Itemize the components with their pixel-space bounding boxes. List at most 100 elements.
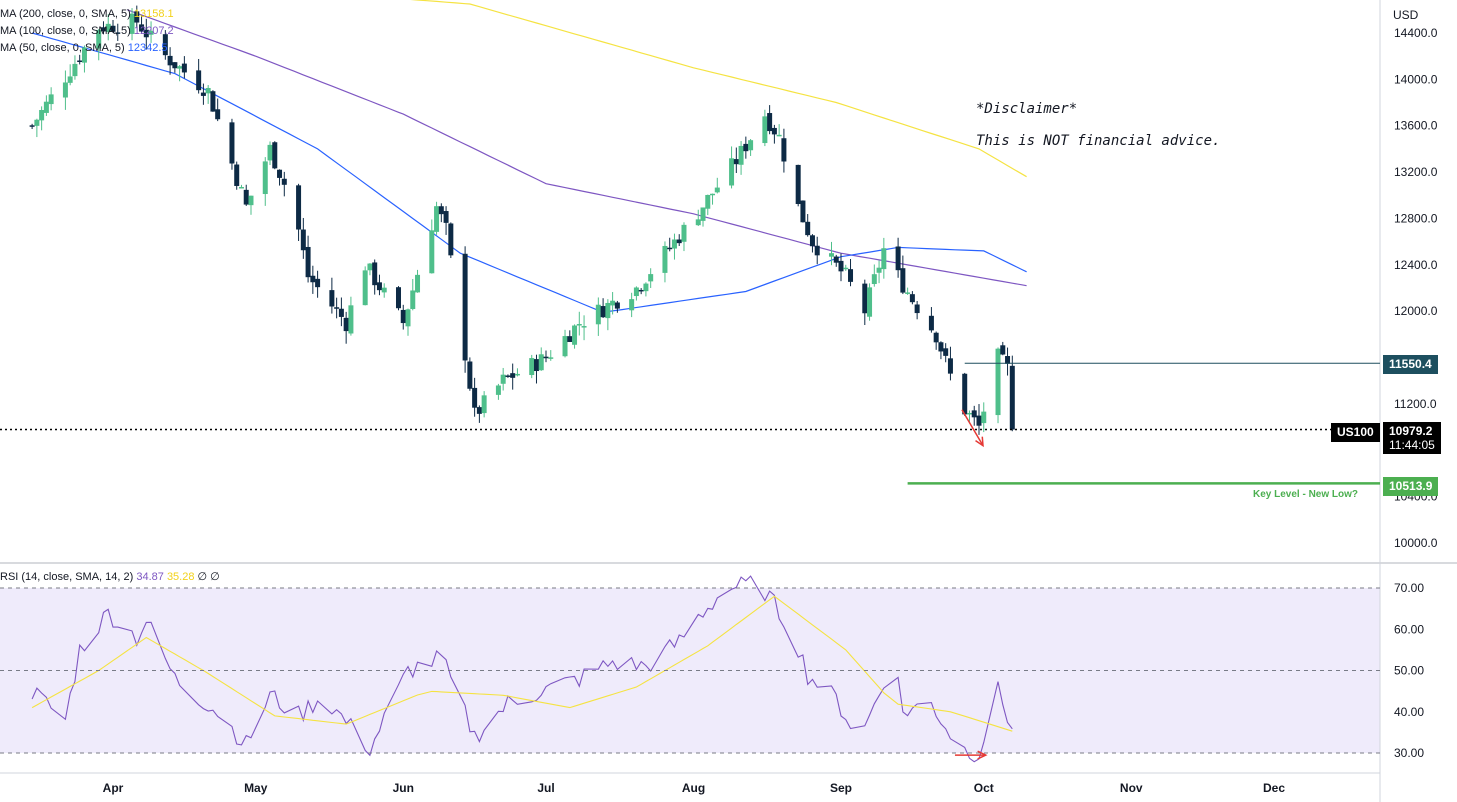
candle-body[interactable] [738, 145, 744, 165]
candle-body[interactable] [62, 82, 68, 98]
candle-body[interactable] [96, 29, 102, 49]
candle-body[interactable] [833, 256, 839, 263]
candle-body[interactable] [548, 357, 554, 359]
candle-body[interactable] [81, 47, 87, 63]
candle-body[interactable] [828, 253, 834, 257]
candle-body[interactable] [296, 185, 302, 230]
candle-body[interactable] [781, 138, 787, 162]
legend-ma100[interactable]: MA (100, close, 0, SMA, 5) 12207.2 [0, 25, 174, 38]
candle-body[interactable] [181, 63, 187, 73]
candle-body[interactable] [943, 348, 949, 356]
candle-body[interactable] [876, 267, 882, 273]
candle-body[interactable] [205, 87, 211, 94]
candle-body[interactable] [272, 142, 278, 169]
candle-body[interactable] [610, 300, 616, 306]
candle-body[interactable] [576, 324, 582, 326]
candle-body[interactable] [362, 270, 368, 306]
candle-body[interactable] [638, 289, 644, 292]
candle-body[interactable] [234, 164, 240, 186]
candle-body[interactable] [538, 354, 544, 371]
candle-body[interactable] [462, 253, 468, 361]
candle-body[interactable] [933, 332, 939, 343]
candle-body[interactable] [43, 101, 49, 113]
candle-body[interactable] [914, 304, 920, 314]
candle-body[interactable] [472, 387, 478, 408]
candle-body[interactable] [700, 207, 706, 221]
candle-body[interactable] [139, 24, 145, 32]
candle-body[interactable] [976, 415, 982, 426]
candle-body[interactable] [495, 385, 501, 395]
candle-body[interactable] [110, 25, 116, 32]
candle-body[interactable] [962, 373, 968, 415]
candle-body[interactable] [676, 239, 682, 244]
candle-body[interactable] [938, 342, 944, 352]
candle-body[interactable] [543, 356, 549, 359]
candle-body[interactable] [966, 412, 972, 415]
candle-body[interactable] [572, 325, 578, 345]
candle-body[interactable] [947, 358, 953, 374]
candle-body[interactable] [805, 221, 811, 236]
candle-body[interactable] [905, 292, 911, 294]
candle-body[interactable] [748, 140, 754, 151]
candle-body[interactable] [714, 187, 720, 193]
candle-body[interactable] [338, 308, 344, 317]
candle-body[interactable] [415, 274, 421, 293]
candle-body[interactable] [429, 230, 435, 274]
candle-body[interactable] [510, 373, 516, 378]
candle-body[interactable] [733, 159, 739, 165]
candle-body[interactable] [862, 283, 868, 314]
candle-body[interactable] [695, 219, 701, 226]
candle-body[interactable] [177, 66, 183, 69]
candle-body[interactable] [881, 248, 887, 270]
candle-body[interactable] [633, 287, 639, 297]
candle-body[interactable] [909, 294, 915, 303]
candle-body[interactable] [843, 267, 849, 270]
legend-rsi[interactable]: RSI (14, close, SMA, 14, 2) 34.87 35.28 … [0, 571, 220, 584]
candle-body[interactable] [172, 62, 178, 69]
candle-body[interactable] [196, 70, 202, 91]
candle-body[interactable] [215, 109, 221, 120]
candle-body[interactable] [376, 282, 382, 291]
candle-body[interactable] [562, 336, 568, 357]
candle-body[interactable] [167, 55, 173, 66]
candle-body[interactable] [48, 94, 54, 105]
legend-ma200[interactable]: MA (200, close, 0, SMA, 5) 13158.1 [0, 8, 174, 21]
candle-body[interactable] [671, 239, 677, 249]
candle-body[interactable] [667, 247, 673, 250]
candle-body[interactable] [281, 178, 287, 185]
candle-body[interactable] [762, 116, 768, 144]
candle-body[interactable] [1005, 356, 1011, 364]
candle-body[interactable] [710, 193, 716, 196]
candle-body[interactable] [871, 274, 877, 285]
candle-body[interactable] [895, 246, 901, 271]
candle-body[interactable] [410, 290, 416, 309]
candle-body[interactable] [838, 260, 844, 272]
candle-body[interactable] [210, 91, 216, 112]
candle-body[interactable] [229, 122, 235, 164]
candle-body[interactable] [267, 144, 273, 161]
candle-body[interactable] [662, 245, 668, 273]
candle-body[interactable] [248, 195, 254, 206]
candle-body[interactable] [614, 302, 620, 309]
candle-body[interactable] [600, 306, 606, 318]
candle-body[interactable] [814, 245, 820, 256]
candle-body[interactable] [505, 375, 511, 377]
candle-body[interactable] [310, 275, 316, 283]
candle-body[interactable] [681, 224, 687, 242]
candle-body[interactable] [476, 407, 482, 414]
candle-body[interactable] [971, 410, 977, 418]
candle-body[interactable] [767, 113, 773, 132]
candle-body[interactable] [372, 262, 378, 286]
candle-body[interactable] [395, 287, 401, 309]
candle-body[interactable] [100, 27, 106, 32]
candle-body[interactable] [448, 223, 454, 256]
candle-body[interactable] [405, 309, 411, 327]
candle-body[interactable] [400, 309, 406, 324]
candle-body[interactable] [743, 143, 749, 152]
candle-body[interactable] [529, 358, 535, 376]
candle-body[interactable] [867, 287, 873, 317]
candle-body[interactable] [729, 158, 735, 186]
candle-body[interactable] [434, 206, 440, 232]
candle-body[interactable] [329, 290, 335, 307]
